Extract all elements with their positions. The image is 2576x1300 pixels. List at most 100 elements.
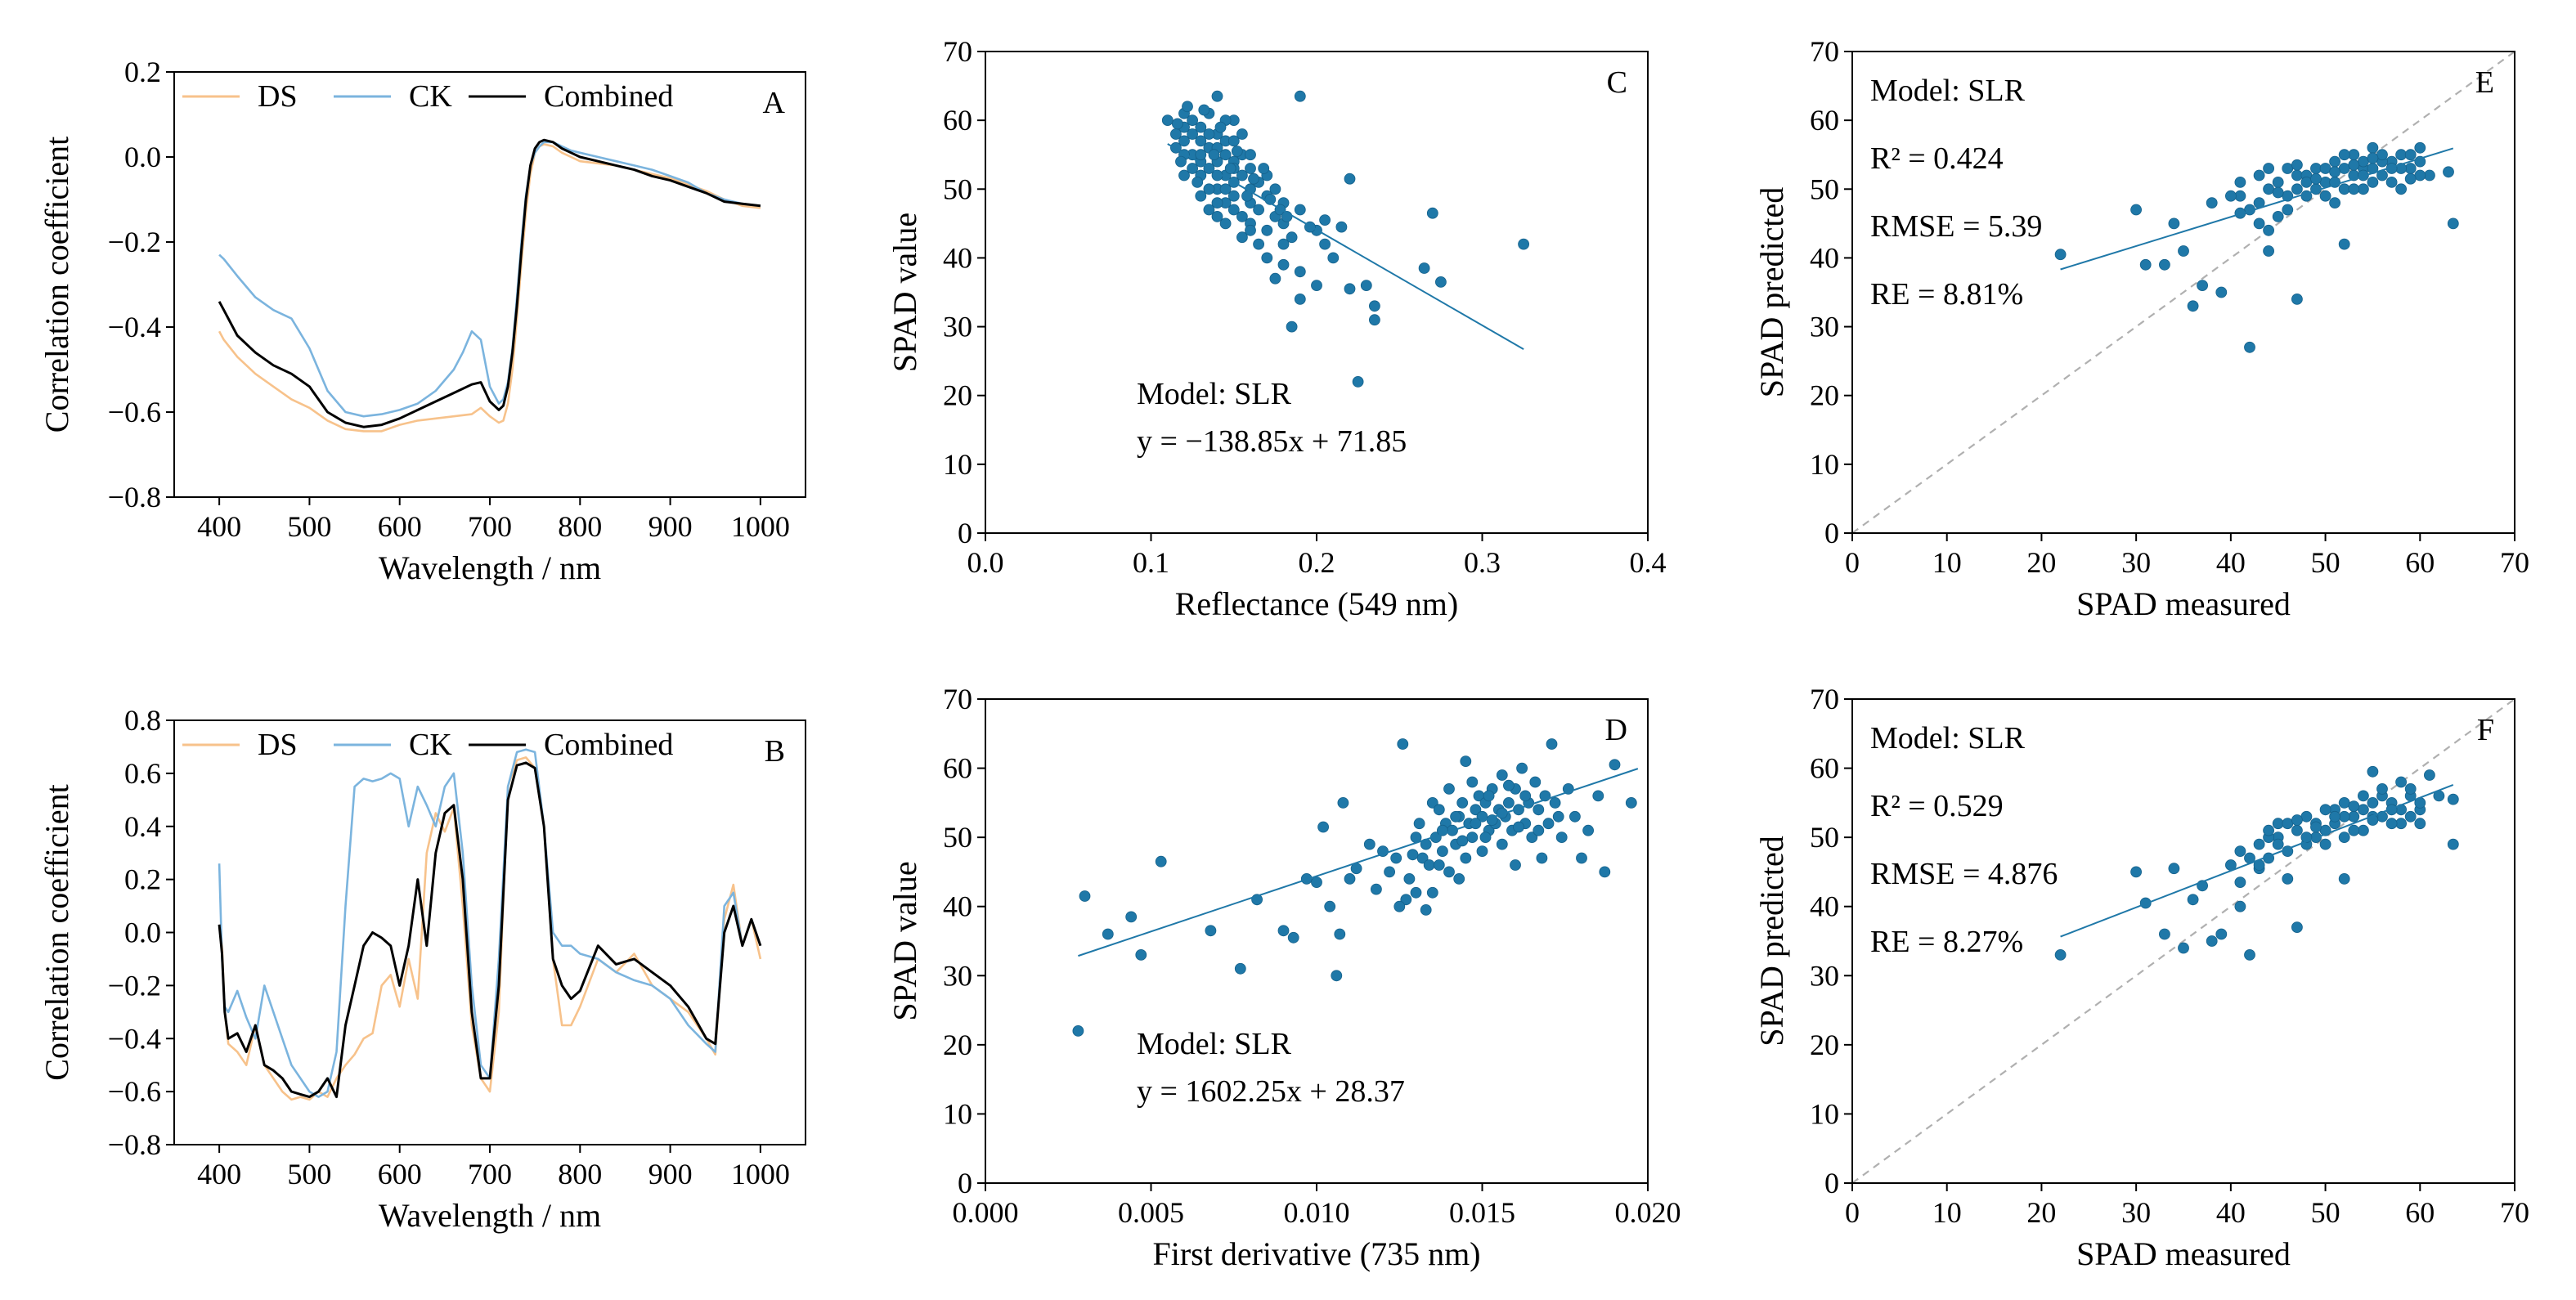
data-point [1253, 204, 1264, 216]
y-tick-label: 20 [1810, 1029, 1839, 1061]
data-point [1236, 169, 1248, 182]
y-tick-label: −0.6 [108, 1075, 161, 1108]
data-point [1211, 90, 1223, 102]
data-point [2338, 797, 2350, 809]
data-point [2310, 163, 2322, 174]
plot-area [218, 138, 761, 433]
x-tick-label: 500 [287, 510, 331, 543]
data-point [2414, 818, 2426, 830]
data-point [1592, 790, 1604, 802]
data-point [1513, 821, 1524, 833]
data-point [1234, 962, 1246, 975]
data-point [2291, 814, 2303, 826]
data-point [1211, 197, 1223, 209]
x-tick-label: 0 [1845, 1196, 1860, 1229]
data-point [2357, 824, 2369, 836]
y-tick-label: 60 [1810, 752, 1839, 785]
data-point [1413, 818, 1425, 830]
data-point [1219, 217, 1232, 230]
y-tick-label: 20 [1810, 379, 1839, 412]
data-point [1187, 128, 1198, 140]
y-tick-label: 0 [1824, 517, 1839, 549]
annotation-line: RMSE = 4.876 [1870, 857, 2058, 891]
data-point [1192, 176, 1204, 188]
y-tick-label: 40 [943, 241, 972, 274]
x-tick-label: 900 [648, 1158, 693, 1190]
annotation-line: Model: SLR [1137, 377, 1292, 411]
data-point [1403, 873, 1416, 885]
y-tick-label: −0.4 [108, 311, 161, 343]
data-point [2187, 894, 2199, 906]
x-tick-label: 0.2 [1299, 546, 1335, 579]
data-point [1327, 252, 1340, 264]
data-point [1261, 224, 1273, 236]
y-tick-label: 70 [1810, 35, 1839, 68]
x-tick-label: 0.3 [1464, 546, 1501, 579]
y-tick-label: −0.6 [108, 396, 161, 428]
data-point [1203, 204, 1215, 216]
annotation-line: RE = 8.27% [1870, 925, 2023, 959]
y-tick-label: 50 [1810, 173, 1839, 205]
data-point [1224, 163, 1236, 174]
data-point [2206, 197, 2218, 209]
x-tick-label: 400 [197, 1158, 241, 1190]
data-point [2423, 169, 2435, 182]
data-point [2367, 152, 2379, 164]
plot-area [218, 748, 762, 1101]
data-point [1576, 852, 1587, 864]
data-point [1519, 790, 1532, 802]
data-point [1476, 845, 1488, 857]
fit-line [1167, 143, 1524, 351]
y-tick-label: 30 [1810, 959, 1839, 992]
data-point [2300, 810, 2313, 823]
data-point [2282, 873, 2294, 885]
data-point [1433, 859, 1445, 871]
data-point [1198, 104, 1210, 116]
y-tick-label: 0.6 [124, 757, 161, 790]
y-tick-label: 20 [943, 379, 972, 412]
data-point [2206, 935, 2218, 947]
data-point [2291, 293, 2303, 305]
data-point [2423, 769, 2435, 781]
data-point [1277, 258, 1290, 271]
data-point [1214, 121, 1227, 133]
data-point [2215, 928, 2228, 940]
data-point [1407, 849, 1419, 861]
data-point [1453, 873, 1465, 885]
data-point [1546, 738, 1558, 750]
data-point [1466, 776, 1479, 788]
data-point [1470, 804, 1482, 816]
data-point [1555, 832, 1568, 843]
data-point [2329, 810, 2341, 823]
y-axis-label: Correlation coefficient [38, 784, 75, 1080]
data-point [2319, 804, 2331, 816]
x-tick-label: 0 [1845, 546, 1860, 579]
y-axis-label: SPAD predicted [1753, 187, 1790, 397]
data-point [2338, 810, 2350, 823]
data-point [2291, 159, 2303, 171]
data-point [1542, 818, 1555, 830]
y-tick-label: 0 [958, 1167, 972, 1199]
data-point [1479, 832, 1492, 843]
data-point [1533, 804, 1545, 816]
data-point [2178, 942, 2189, 954]
data-point [1203, 128, 1215, 140]
data-point [2395, 776, 2408, 788]
data-point [1466, 832, 1479, 843]
x-axis-label: SPAD measured [2076, 1235, 2291, 1272]
data-point [2168, 863, 2180, 875]
data-point [2447, 793, 2459, 805]
data-point [2234, 876, 2246, 888]
data-point [2404, 810, 2417, 823]
x-tick-label: 50 [2311, 546, 2340, 579]
x-axis-label: First derivative (735 nm) [1152, 1235, 1480, 1272]
x-tick-label: 60 [2405, 1196, 2435, 1229]
data-point [1175, 155, 1187, 168]
x-tick-label: 0.0 [967, 546, 1004, 579]
panel-label: A [763, 86, 786, 120]
data-point [2234, 845, 2246, 857]
data-point [2244, 949, 2255, 961]
data-point [1337, 797, 1349, 809]
data-point [1393, 900, 1406, 912]
data-point [1549, 797, 1561, 809]
